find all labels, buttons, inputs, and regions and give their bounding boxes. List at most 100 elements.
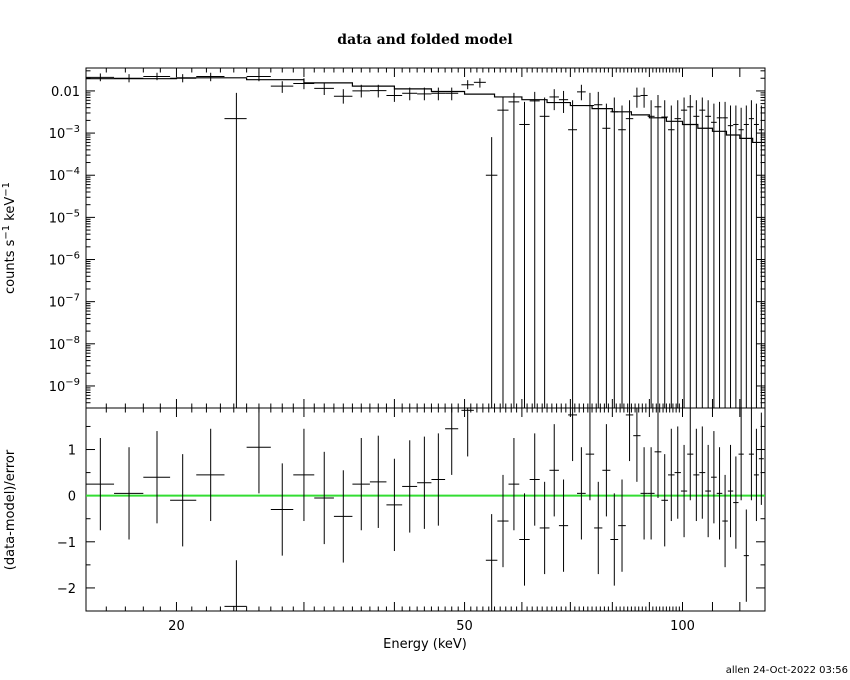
- residual-points-group: [86, 408, 764, 611]
- y-tick-label: 10−4: [49, 166, 80, 184]
- folded-model-line: [86, 77, 765, 144]
- residual-point: [246, 408, 271, 494]
- residual-point: [539, 481, 550, 575]
- top-plot-frame: [85, 67, 766, 409]
- y-tick-label: −1: [57, 536, 76, 551]
- y-tick-label: 0: [68, 490, 76, 505]
- residual-point: [314, 451, 334, 545]
- footer-stamp: allen 24-Oct-2022 03:56: [726, 665, 848, 676]
- residual-point: [196, 428, 225, 522]
- data-point: [270, 81, 294, 93]
- residual-point: [585, 408, 595, 501]
- y-tick-label: 10−6: [49, 251, 80, 269]
- data-point: [445, 87, 459, 101]
- data-point: [668, 105, 675, 408]
- data-point: [402, 87, 418, 101]
- data-point: [733, 105, 739, 408]
- data-point: [687, 95, 694, 408]
- data-point: [680, 97, 688, 408]
- data-point: [539, 97, 550, 408]
- data-point: [602, 103, 611, 408]
- residual-point: [602, 424, 611, 517]
- data-point: [497, 97, 509, 408]
- x-axis-label: Energy (keV): [383, 637, 467, 652]
- residual-point: [640, 447, 648, 540]
- data-point: [705, 100, 712, 408]
- residual-point: [386, 458, 403, 552]
- top-y-axis-label: counts s−1 keV−1: [1, 182, 18, 294]
- data-point: [661, 100, 669, 408]
- y-tick-label: 10−7: [49, 293, 80, 311]
- data-point: [625, 100, 634, 408]
- top-y-tick-labels: 0.01 10−3 10−4 10−5 10−6 10−7 10−8 10−9: [49, 85, 80, 395]
- residual-point: [485, 514, 498, 611]
- data-point: [473, 78, 486, 88]
- chart-title: data and folded model: [337, 32, 512, 48]
- residual-point: [519, 493, 530, 586]
- residual-point: [758, 412, 764, 505]
- data-point: [748, 100, 754, 408]
- data-point: [508, 92, 520, 408]
- x-tick-labels: 20 50 100: [168, 619, 695, 634]
- residual-point: [738, 408, 744, 501]
- residual-point: [680, 444, 688, 538]
- data-point: [314, 83, 334, 96]
- residual-point: [748, 408, 754, 501]
- data-point: [529, 91, 540, 408]
- data-point: [224, 92, 247, 408]
- top-axis-ticks: [85, 68, 766, 409]
- data-point: [633, 87, 641, 108]
- residual-point: [647, 447, 655, 540]
- residual-point: [402, 440, 418, 533]
- data-point: [722, 101, 728, 408]
- data-point: [716, 101, 723, 408]
- residual-point: [114, 447, 144, 540]
- y-tick-label: 0.01: [51, 85, 80, 100]
- data-point: [293, 78, 315, 90]
- residual-point: [431, 433, 446, 526]
- y-tick-label: 10−8: [49, 335, 80, 353]
- residual-point: [633, 408, 641, 482]
- data-point: [386, 89, 403, 102]
- residual-point: [727, 444, 734, 538]
- residual-point: [461, 408, 474, 457]
- data-point: [352, 84, 370, 98]
- bottom-y-axis-label: (data-model)/error: [3, 449, 18, 570]
- y-tick-label: 10−9: [49, 377, 80, 395]
- y-tick-label: 1: [68, 444, 76, 459]
- y-tick-label: 10−5: [49, 208, 80, 226]
- y-tick-label: 10−3: [49, 124, 80, 142]
- data-point: [577, 84, 586, 101]
- y-tick-label: −2: [57, 582, 76, 597]
- data-point: [143, 72, 171, 81]
- residual-point: [508, 437, 520, 531]
- data-point: [727, 105, 734, 408]
- residual-point: [705, 444, 712, 538]
- residual-point: [293, 428, 315, 522]
- residual-point: [170, 454, 197, 547]
- data-point: [674, 100, 681, 408]
- residual-point: [417, 436, 432, 529]
- residual-point: [445, 408, 459, 475]
- residual-point: [529, 433, 540, 526]
- residual-point: [693, 428, 700, 522]
- residual-point: [674, 426, 681, 519]
- data-points-group: [86, 72, 764, 408]
- residual-point: [733, 456, 739, 549]
- bottom-axis-ticks: [85, 408, 766, 612]
- data-point: [519, 101, 530, 408]
- residual-point: [568, 408, 578, 462]
- residual-point: [610, 493, 619, 586]
- data-point: [711, 103, 717, 408]
- data-point: [369, 84, 387, 98]
- data-point: [431, 87, 446, 101]
- residual-point: [699, 426, 706, 519]
- residual-point: [577, 447, 586, 540]
- residual-point: [594, 481, 603, 575]
- residual-point: [668, 428, 675, 522]
- x-tick-label: 100: [670, 619, 695, 634]
- data-point: [585, 92, 595, 408]
- x-tick-label: 20: [168, 619, 185, 634]
- residual-point: [753, 428, 759, 522]
- data-point: [594, 91, 603, 408]
